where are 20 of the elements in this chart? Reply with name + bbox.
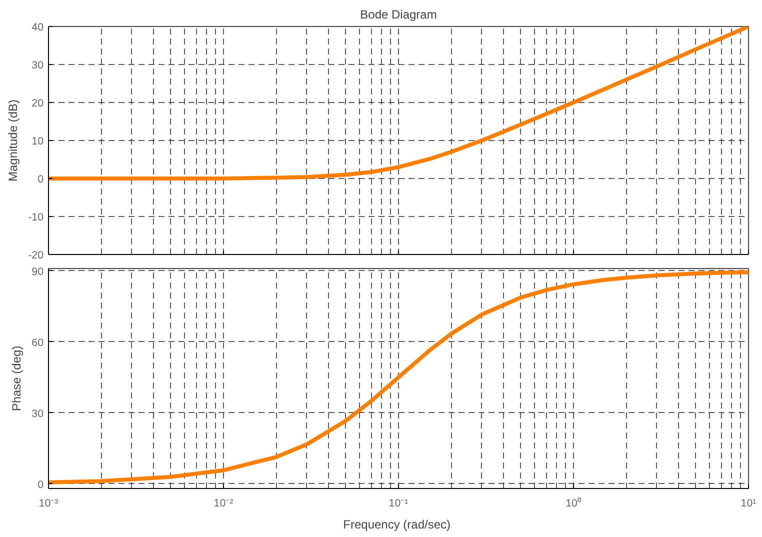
y-axis-title: Magnitude (dB) (6, 99, 20, 182)
x-tick-label: 10⁻³ (38, 498, 59, 510)
y-tick-label: 30 (32, 60, 44, 72)
chart-title: Bode Diagram (360, 8, 437, 22)
x-tick-label: 10⁻² (214, 498, 234, 510)
y-tick-label: 20 (32, 98, 44, 110)
y-tick-label: 40 (32, 22, 44, 34)
y-tick-label: 10 (32, 136, 44, 148)
y-tick-label: 0 (38, 174, 44, 186)
x-axis-title: Frequency (rad/sec) (343, 518, 451, 532)
y-tick-label: 0 (38, 478, 44, 491)
x-tick-label: 10⁰ (566, 496, 582, 510)
x-tick-label: 10⁻¹ (388, 498, 409, 510)
y-tick-label: -10 (28, 212, 44, 224)
x-tick-label: 10¹ (740, 498, 757, 510)
y-tick-label: -20 (28, 250, 44, 262)
y-tick-label: 30 (32, 408, 44, 420)
y-axis-title: Phase (deg) (10, 346, 24, 412)
y-tick-label: 90 (32, 266, 44, 278)
y-tick-label: 60 (32, 336, 44, 349)
